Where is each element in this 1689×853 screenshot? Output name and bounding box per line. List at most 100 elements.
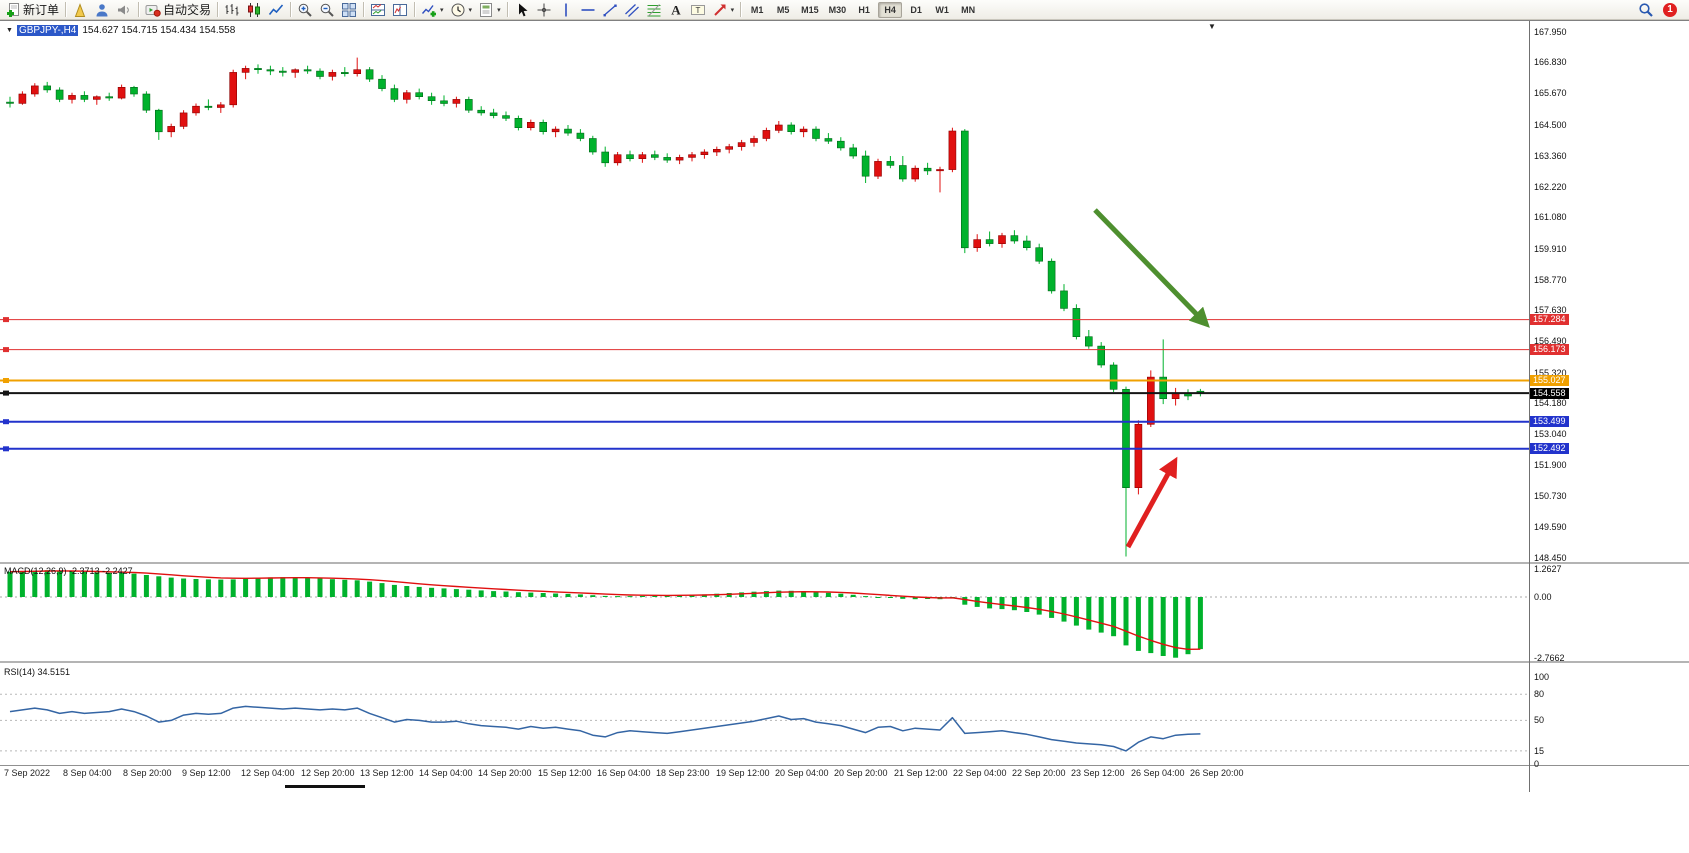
- macd-histogram-bar: [602, 595, 608, 597]
- profiles-button[interactable]: [69, 0, 91, 20]
- reversal-arrow-icon[interactable]: [1125, 456, 1178, 549]
- text-label-button[interactable]: T: [687, 0, 709, 20]
- macd-histogram-bar: [627, 596, 633, 598]
- timeframe-h4-button[interactable]: H4: [878, 1, 903, 18]
- add-indicator-button[interactable]: ▾: [418, 0, 447, 20]
- arrange-horizontal-button[interactable]: [367, 0, 389, 20]
- pane-separator[interactable]: [0, 562, 1689, 564]
- toolbar-separator: [363, 2, 365, 17]
- toolbar-separator: [414, 2, 416, 17]
- macd-histogram-bar: [1173, 597, 1179, 658]
- price-axis-label: 148.450: [1534, 553, 1567, 563]
- price-tag: 156.173: [1530, 344, 1569, 355]
- price-axis-label: 159.910: [1534, 244, 1567, 254]
- timeframe-w1-button[interactable]: W1: [935, 4, 949, 15]
- arrows-button[interactable]: ▾: [709, 0, 738, 20]
- rsi-axis-label: 15: [1534, 746, 1545, 756]
- chevron-down-icon[interactable]: ▾: [440, 6, 444, 14]
- candle: [812, 126, 820, 142]
- symbol-caret-icon[interactable]: ▼: [6, 27, 13, 34]
- macd-histogram-bar: [491, 591, 497, 597]
- templates-button[interactable]: ▾: [475, 0, 504, 20]
- line-anchor-handle[interactable]: [3, 419, 9, 425]
- pane-separator[interactable]: [0, 661, 1689, 663]
- bar-chart-button[interactable]: [221, 0, 243, 20]
- candle: [328, 69, 337, 81]
- zoom-in-button[interactable]: [294, 0, 316, 20]
- price-axis-label: 157.630: [1534, 305, 1567, 315]
- candle: [700, 149, 709, 159]
- ohlc-values: 154.627 154.715 154.434 154.558: [82, 25, 236, 36]
- chevron-down-icon[interactable]: ▾: [730, 6, 735, 14]
- timeframe-d1-button[interactable]: D1: [910, 4, 922, 15]
- macd-histogram-bar: [1123, 597, 1129, 646]
- main-price-pane: [0, 57, 1529, 557]
- macd-histogram-bar: [81, 571, 87, 597]
- vertical-line-button[interactable]: [555, 0, 577, 20]
- chart-shift-marker[interactable]: ▼: [1208, 22, 1216, 31]
- date-axis-label: 12 Sep 20:00: [301, 768, 355, 778]
- market-watch-icon: [96, 3, 108, 16]
- price-tag: 155.027: [1530, 375, 1569, 386]
- macd-histogram-bar: [7, 571, 13, 597]
- text-button[interactable]: A: [665, 0, 687, 20]
- date-axis-label: 20 Sep 20:00: [834, 768, 888, 778]
- autotrading-label: 自动交易: [163, 3, 212, 17]
- downtrend-arrow-icon[interactable]: [1093, 208, 1210, 328]
- periods-button[interactable]: ▾: [447, 0, 476, 20]
- new-order-button[interactable]: 新订单: [2, 0, 62, 20]
- chevron-down-icon[interactable]: ▾: [497, 6, 501, 14]
- price-axis-label: 165.670: [1534, 88, 1567, 98]
- fibonacci-button[interactable]: [643, 0, 665, 20]
- arrange-vertical-button[interactable]: [389, 0, 411, 20]
- price-axis[interactable]: 167.950 166.830 165.670 164.500 163.360 162.2…: [1529, 21, 1689, 792]
- candle: [675, 154, 684, 165]
- candle: [55, 87, 64, 103]
- timeframe-m15-button[interactable]: M15: [801, 4, 819, 15]
- candle: [1097, 342, 1105, 368]
- line-anchor-handle[interactable]: [3, 347, 9, 353]
- text-icon: A: [671, 2, 681, 17]
- candle: [427, 92, 436, 105]
- search-button[interactable]: [1635, 0, 1657, 20]
- line-anchor-handle[interactable]: [3, 378, 9, 383]
- chevron-down-icon[interactable]: ▾: [468, 6, 473, 14]
- bar-chart-icon: [225, 3, 239, 15]
- macd-axis-label: 0.00: [1534, 592, 1552, 602]
- trendline-button[interactable]: [599, 0, 621, 20]
- zoom-out-button[interactable]: [316, 0, 338, 20]
- timeframe-m5-button[interactable]: M5: [776, 4, 790, 15]
- candle: [440, 95, 448, 107]
- symbol-period-label[interactable]: GBPJPY-,H4: [16, 25, 79, 36]
- line-anchor-handle[interactable]: [3, 390, 9, 396]
- macd-histogram-bar: [391, 584, 397, 597]
- line-anchor-handle[interactable]: [3, 446, 9, 452]
- tile-windows-button[interactable]: [338, 0, 360, 20]
- macd-histogram-bar: [19, 571, 25, 597]
- price-axis-label: 167.950: [1534, 27, 1567, 37]
- timeframe-m30-button[interactable]: M30: [828, 4, 847, 15]
- autotrading-button[interactable]: 自动交易: [142, 0, 214, 20]
- candle: [303, 65, 312, 74]
- alerts-button[interactable]: [113, 0, 135, 20]
- cursor-button[interactable]: [511, 0, 533, 20]
- rsi-axis-label: 100: [1534, 672, 1550, 682]
- macd-histogram-bar: [453, 589, 459, 597]
- channel-button[interactable]: [621, 0, 643, 20]
- candle: [43, 81, 52, 93]
- macd-histogram-bar: [1185, 597, 1191, 655]
- candle: [737, 139, 746, 151]
- date-axis-label: 22 Sep 20:00: [1012, 768, 1066, 778]
- timeframe-m1-button[interactable]: M1: [750, 4, 764, 15]
- candle-chart-button[interactable]: [243, 0, 265, 20]
- line-anchor-handle[interactable]: [3, 317, 9, 323]
- horizontal-line-button[interactable]: [577, 0, 599, 20]
- horizontal-scrollbar-thumb[interactable]: [285, 785, 365, 788]
- timeframe-h1-button[interactable]: H1: [858, 4, 870, 15]
- macd-histogram-bar: [94, 572, 100, 597]
- market-watch-button[interactable]: [91, 0, 113, 20]
- line-chart-button[interactable]: [265, 0, 287, 20]
- notification-badge[interactable]: 1: [1663, 2, 1677, 17]
- timeframe-mn-button[interactable]: MN: [961, 4, 976, 15]
- crosshair-button[interactable]: [533, 0, 555, 20]
